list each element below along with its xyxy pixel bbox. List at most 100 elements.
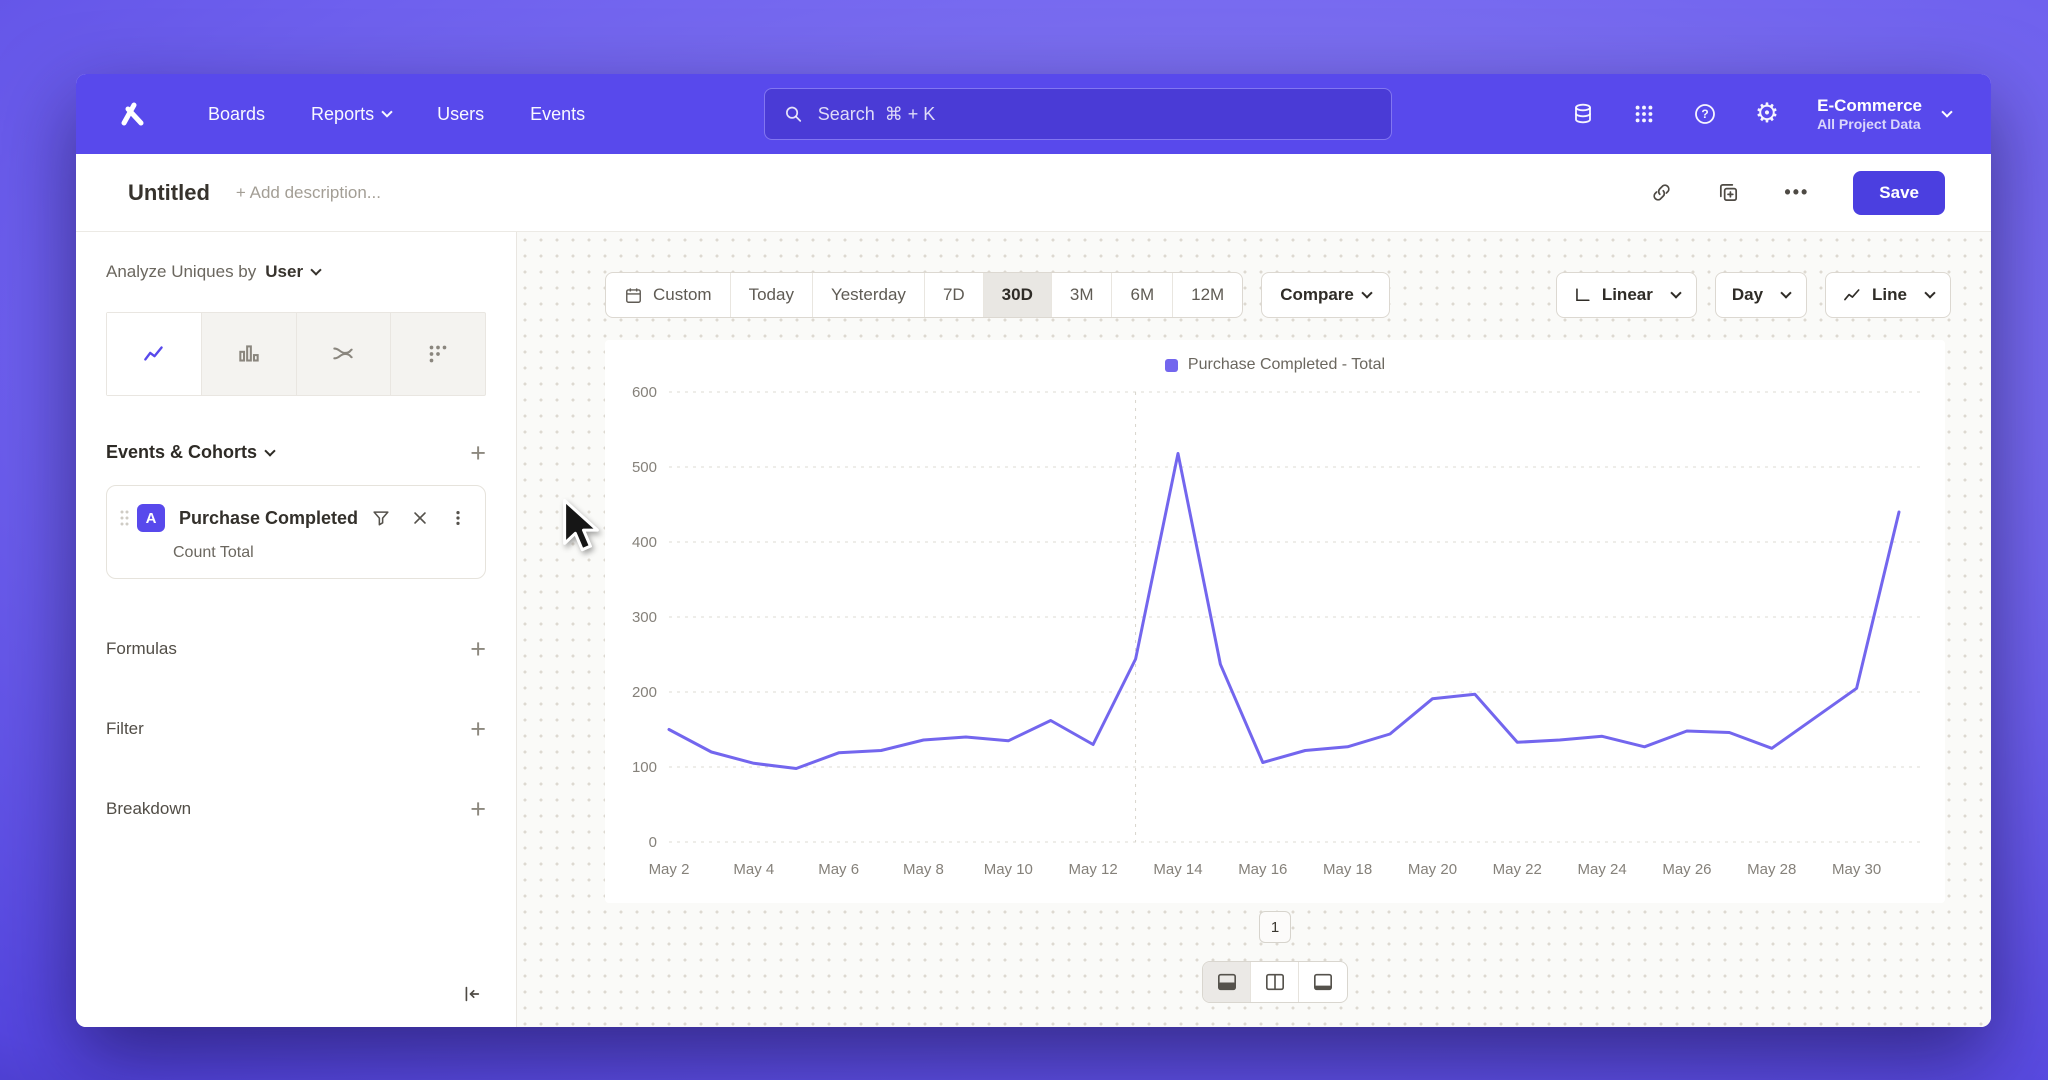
tab-flows[interactable]	[297, 313, 392, 395]
search-input[interactable]	[817, 103, 1374, 125]
link-icon[interactable]	[1650, 181, 1673, 204]
data-management-icon[interactable]	[1571, 102, 1595, 126]
date-range-group: Custom Today Yesterday 7D 30D 3M 6M 12M	[605, 272, 1244, 318]
chevron-down-icon	[1361, 287, 1373, 299]
range-12m[interactable]: 12M	[1191, 285, 1225, 304]
analyze-value: User	[265, 262, 304, 281]
svg-text:May 14: May 14	[1153, 861, 1202, 878]
more-options-icon[interactable]: •••	[1784, 182, 1810, 202]
split-vertical-icon	[1265, 973, 1284, 991]
svg-text:300: 300	[632, 609, 657, 626]
line-chart[interactable]: 0 100 200 300 400 500 600 May 2 May 4 May 6 May 8 M…	[605, 378, 1945, 898]
svg-text:May 12: May 12	[1069, 861, 1118, 878]
layout-split-vertical-button[interactable]	[1251, 962, 1299, 1002]
range-yesterday[interactable]: Yesterday	[813, 273, 925, 317]
collapse-sidebar-icon[interactable]	[460, 983, 482, 1005]
analyze-row: Analyze Uniques by User	[106, 262, 486, 282]
report-title[interactable]: Untitled	[128, 179, 210, 205]
formulas-label: Formulas	[106, 639, 177, 658]
breakdown-section: Breakdown +	[106, 794, 486, 824]
apps-grid-icon[interactable]	[1633, 103, 1655, 125]
svg-text:May 6: May 6	[818, 861, 859, 878]
scale-dropdown[interactable]: Linear	[1555, 272, 1697, 318]
tab-insights[interactable]	[107, 313, 202, 395]
event-name[interactable]: Purchase Completed	[179, 507, 359, 528]
nav-right: ? ⚙ E-Commerce All Project Data	[1571, 96, 1953, 132]
range-3m[interactable]: 3M	[1052, 273, 1113, 317]
nav-left: Boards Reports Users Events	[116, 98, 585, 130]
app-window: Boards Reports Users Events	[76, 74, 1991, 1027]
filter-section: Filter +	[106, 714, 486, 744]
chevron-down-icon	[264, 444, 276, 457]
svg-text:May 4: May 4	[733, 861, 774, 878]
range-today[interactable]: Today	[731, 273, 813, 317]
event-card[interactable]: A Purchase Completed	[106, 485, 486, 579]
chart-legend[interactable]: Purchase Completed - Total	[605, 352, 1945, 378]
nav-reports-label: Reports	[311, 103, 375, 124]
filter-funnel-icon[interactable]	[371, 508, 391, 528]
interval-dropdown[interactable]: Day	[1714, 272, 1808, 318]
analyze-by-dropdown[interactable]: User	[265, 262, 322, 282]
svg-text:May 22: May 22	[1493, 861, 1542, 878]
svg-text:May 10: May 10	[984, 861, 1033, 878]
drag-handle-icon[interactable]	[119, 508, 129, 528]
chart-panel: Custom Today Yesterday 7D 30D 3M 6M 12M …	[517, 232, 1991, 1027]
search-icon	[786, 106, 802, 122]
svg-text:?: ?	[1701, 107, 1708, 121]
event-metric-dropdown[interactable]: Count Total	[173, 544, 254, 561]
add-description[interactable]: + Add description...	[235, 182, 381, 202]
flows-icon	[333, 347, 354, 360]
gear-icon[interactable]: ⚙	[1754, 98, 1780, 129]
copy-to-board-icon[interactable]	[1717, 181, 1740, 204]
kebab-menu-icon[interactable]	[449, 509, 467, 527]
nav-users[interactable]: Users	[437, 103, 485, 124]
mixpanel-logo[interactable]	[116, 98, 148, 130]
sidebar-footer	[106, 983, 486, 1027]
global-search[interactable]	[764, 88, 1393, 140]
interval-label: Day	[1731, 285, 1764, 304]
split-horizontal-icon	[1217, 973, 1236, 991]
range-30d[interactable]: 30D	[983, 273, 1052, 317]
nav-reports[interactable]: Reports	[311, 103, 393, 125]
event-letter-badge: A	[137, 504, 165, 532]
chevron-down-icon	[1780, 287, 1792, 299]
chart-card: Purchase Completed - Total 0 100 200 300 400…	[605, 340, 1945, 903]
range-custom[interactable]: Custom	[606, 273, 731, 317]
add-formula-button[interactable]: +	[470, 634, 486, 664]
svg-text:500: 500	[632, 459, 657, 476]
layout-split-horizontal-button[interactable]	[1203, 962, 1251, 1002]
tab-retention[interactable]	[391, 313, 485, 395]
page-indicator[interactable]: 1	[1259, 911, 1291, 943]
range-6m[interactable]: 6M	[1112, 273, 1174, 317]
layout-bottom-tray-button[interactable]	[1299, 962, 1347, 1002]
range-7d[interactable]: 7D	[925, 273, 984, 317]
add-breakdown-button[interactable]: +	[470, 794, 486, 824]
tab-funnels[interactable]	[202, 313, 297, 395]
remove-event-icon[interactable]	[411, 509, 429, 527]
nav-events[interactable]: Events	[530, 103, 586, 124]
project-switcher[interactable]: E-Commerce All Project Data	[1817, 96, 1953, 132]
chevron-down-icon	[1670, 287, 1682, 299]
events-cohorts-label: Events & Cohorts	[106, 442, 258, 462]
chevron-down-icon	[1941, 106, 1953, 118]
svg-text:May 16: May 16	[1238, 861, 1287, 878]
svg-text:May 26: May 26	[1662, 861, 1711, 878]
add-event-button[interactable]: +	[470, 437, 486, 468]
event-card-row: A Purchase Completed	[119, 504, 467, 532]
project-info: E-Commerce All Project Data	[1817, 96, 1922, 132]
scale-label: Linear	[1601, 285, 1653, 304]
chevron-down-icon	[310, 264, 322, 276]
retention-grid-icon	[429, 345, 447, 363]
help-icon[interactable]: ?	[1693, 102, 1717, 126]
axis-icon	[1575, 287, 1590, 301]
chevron-down-icon	[1924, 287, 1936, 299]
save-button[interactable]: Save	[1853, 170, 1945, 215]
content-area: Analyze Uniques by User	[76, 232, 1991, 1027]
nav-boards[interactable]: Boards	[208, 103, 266, 124]
add-filter-button[interactable]: +	[470, 714, 486, 744]
chart-controls: Custom Today Yesterday 7D 30D 3M 6M 12M …	[605, 272, 1951, 318]
compare-button[interactable]: Compare	[1261, 272, 1390, 318]
events-cohorts-toggle[interactable]: Events & Cohorts	[106, 442, 276, 463]
chart-type-dropdown[interactable]: Line	[1825, 272, 1951, 318]
svg-text:600: 600	[632, 384, 657, 401]
